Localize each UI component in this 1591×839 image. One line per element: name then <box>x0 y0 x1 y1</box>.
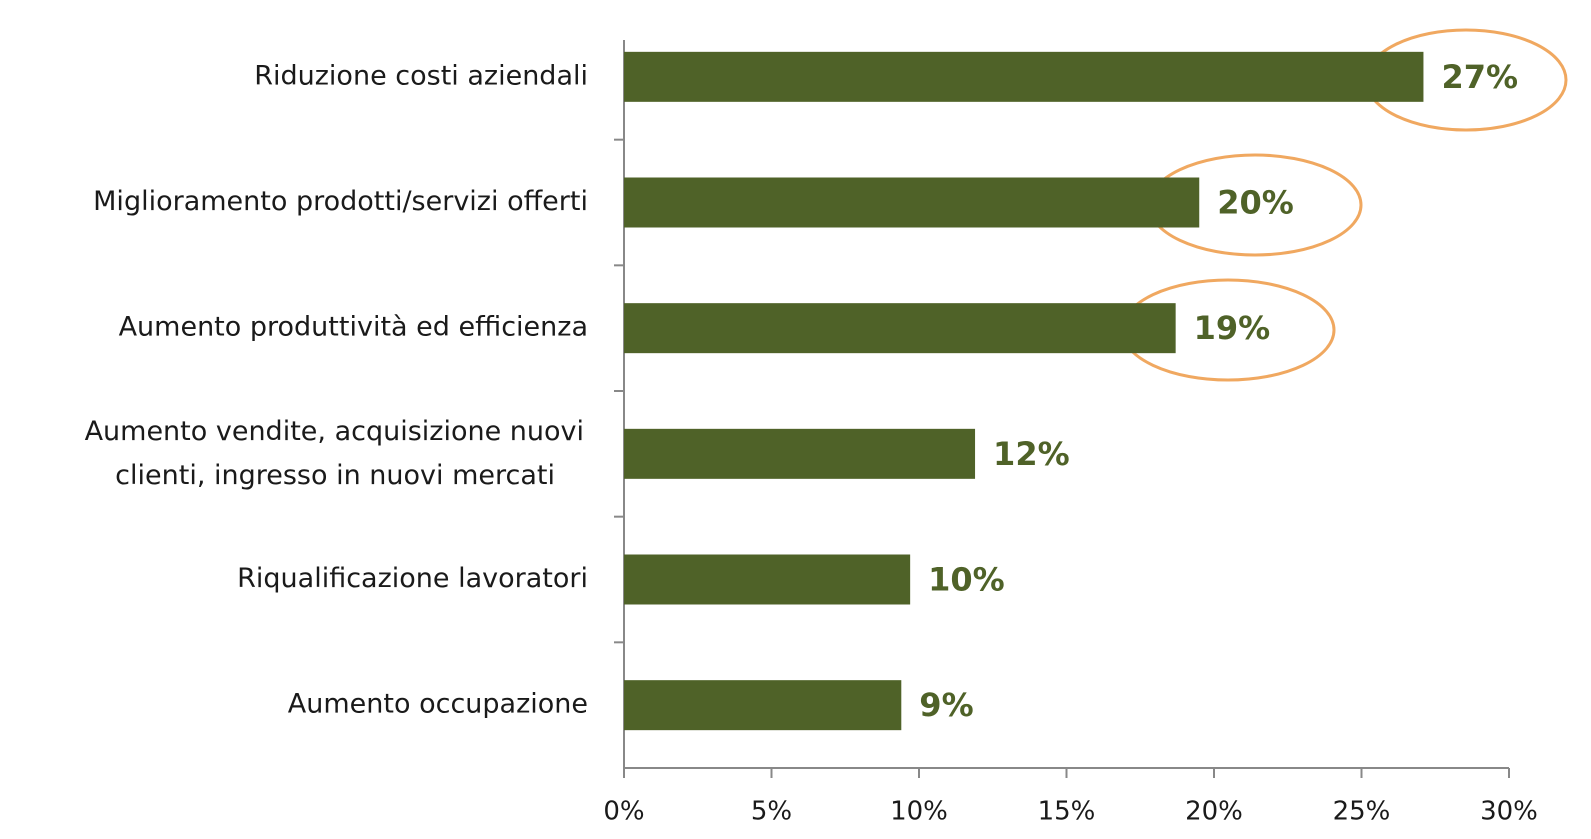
value-label: 12% <box>993 435 1070 473</box>
x-tick-label: 30% <box>1480 797 1538 827</box>
category-label: Aumento occupazione <box>288 689 588 720</box>
category-label: Aumento vendite, acquisizione nuovi clien… <box>85 415 584 490</box>
bar <box>624 428 976 479</box>
x-tick-label: 25% <box>1333 797 1391 827</box>
value-label: 27% <box>1441 58 1518 96</box>
bar <box>624 680 902 731</box>
bar <box>624 303 1176 354</box>
category-label: Aumento produttività ed efficienza <box>119 312 588 343</box>
x-tick-label: 15% <box>1038 797 1096 827</box>
bar <box>624 51 1424 102</box>
x-tick-label: 0% <box>603 797 644 827</box>
value-label: 9% <box>919 686 973 724</box>
category-label: Riduzione costi aziendali <box>254 60 588 91</box>
category-label: Riqualificazione lavoratori <box>237 563 588 594</box>
category-label: Miglioramento prodotti/servizi offerti <box>93 186 588 217</box>
bar <box>624 554 911 605</box>
x-tick-label: 20% <box>1185 797 1243 827</box>
value-label: 10% <box>928 561 1005 599</box>
value-label: 20% <box>1217 184 1294 222</box>
value-label: 19% <box>1194 309 1271 347</box>
x-tick-label: 10% <box>890 797 948 827</box>
x-tick-label: 5% <box>751 797 792 827</box>
bar <box>624 177 1200 228</box>
